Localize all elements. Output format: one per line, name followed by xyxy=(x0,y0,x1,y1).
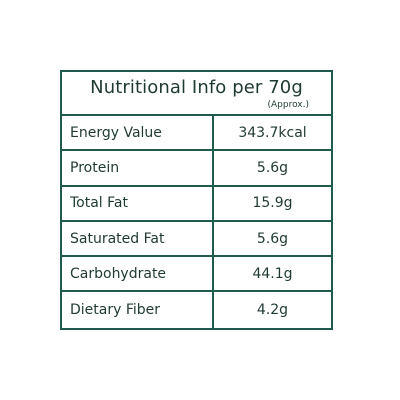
row-value: 15.9g xyxy=(252,195,293,212)
table-row-total-fat: Total Fat 15.9g xyxy=(62,186,331,222)
nutrition-table: Nutritional Info per 70g (Approx.) Energ… xyxy=(60,70,333,330)
row-value: 44.1g xyxy=(252,265,293,282)
table-title: Nutritional Info per 70g xyxy=(90,77,303,98)
row-label: Carbohydrate xyxy=(62,257,214,291)
table-row-dietary-fiber: Dietary Fiber 4.2g xyxy=(62,292,331,328)
row-label: Total Fat xyxy=(62,186,214,220)
row-label: Saturated Fat xyxy=(62,221,214,256)
approx-note: (Approx.) xyxy=(267,100,309,110)
row-value: 5.6g xyxy=(256,159,289,176)
table-header: Nutritional Info per 70g (Approx.) xyxy=(62,72,331,116)
row-label: Protein xyxy=(62,151,214,185)
table-row-saturated-fat: Saturated Fat 5.6g xyxy=(62,221,331,258)
table-row-energy: Energy Value 343.7kcal xyxy=(62,116,331,152)
row-value: 5.6g xyxy=(256,230,289,247)
row-value: 343.7kcal xyxy=(238,124,307,141)
row-label: Dietary Fiber xyxy=(62,292,214,328)
row-value: 4.2g xyxy=(256,302,289,319)
row-label: Energy Value xyxy=(62,116,214,150)
table-row-carbohydrate: Carbohydrate 44.1g xyxy=(62,257,331,293)
table-row-protein: Protein 5.6g xyxy=(62,151,331,187)
